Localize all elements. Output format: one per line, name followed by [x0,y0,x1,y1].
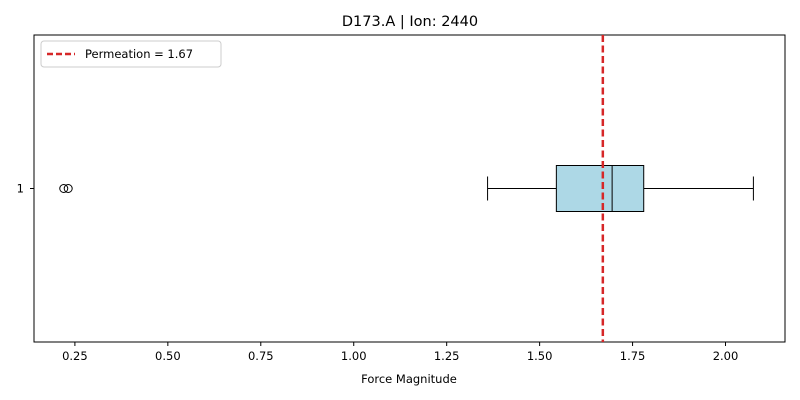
x-tick-label: 1.50 [527,349,553,363]
x-tick-label: 0.50 [155,349,181,363]
x-tick-label: 0.25 [62,349,88,363]
legend-entry-permeation: Permeation = 1.67 [85,47,193,61]
x-tick-label: 1.75 [620,349,646,363]
x-axis: 0.25 0.50 0.75 1.00 1.25 1.50 1.75 2.00 [62,342,738,363]
x-tick-label: 2.00 [713,349,739,363]
legend: Permeation = 1.67 [40,40,222,68]
x-tick-label: 1.25 [434,349,460,363]
x-axis-label: Force Magnitude [361,372,457,386]
box-iqr [555,165,645,212]
chart-title: D173.A | Ion: 2440 [342,14,478,30]
y-axis: 1 [17,182,34,196]
x-tick-label: 0.75 [248,349,274,363]
outlier-point [63,184,73,193]
box-series [59,165,754,212]
outlier-point [59,184,69,193]
y-tick-label: 1 [17,182,24,196]
legend-box [40,40,222,68]
x-tick-label: 1.00 [341,349,367,363]
